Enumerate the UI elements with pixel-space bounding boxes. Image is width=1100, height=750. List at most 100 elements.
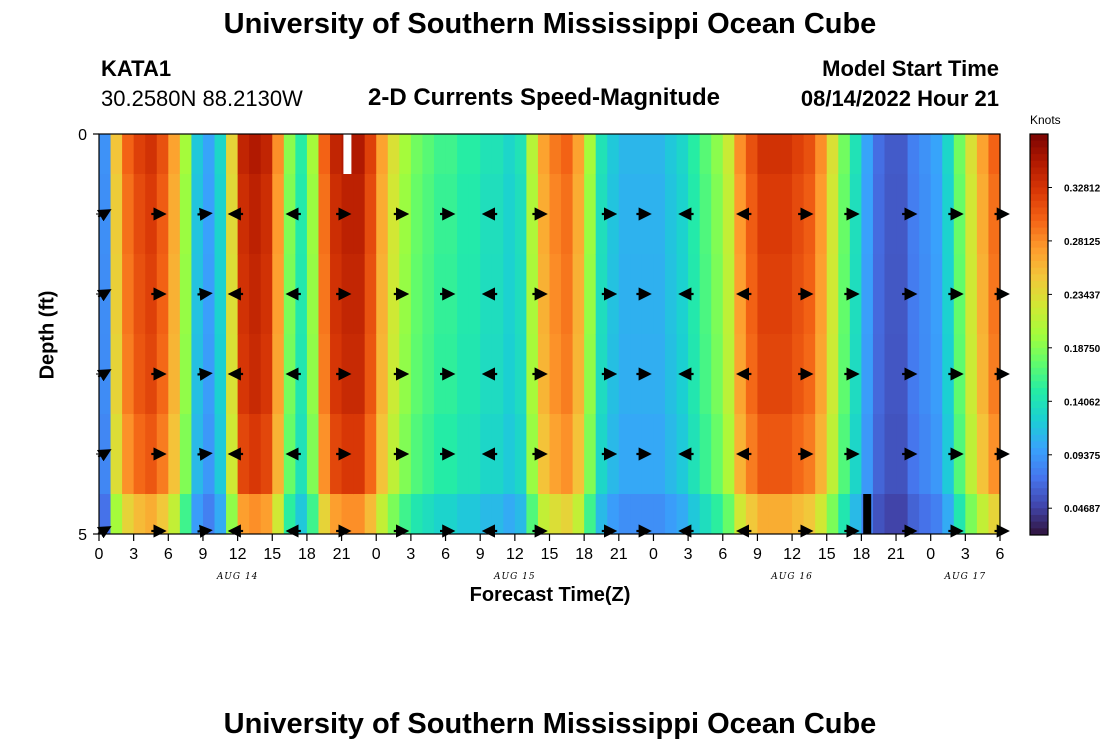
- heatmap-cell: [711, 334, 724, 415]
- heatmap-cell: [976, 174, 990, 255]
- heatmap-cell: [399, 134, 412, 175]
- heatmap-cell: [618, 174, 631, 255]
- heatmap-cell: [572, 134, 585, 175]
- heatmap-cell: [872, 334, 886, 415]
- colorbar-segment: [1030, 160, 1048, 168]
- colorbar-segment: [1030, 448, 1048, 456]
- x-tick-label: 0: [372, 546, 381, 563]
- heatmap-cell: [318, 174, 331, 255]
- heatmap-cell: [457, 134, 470, 175]
- colorbar-segment: [1030, 434, 1048, 442]
- heatmap-cell: [641, 134, 655, 175]
- heatmap-cell: [214, 334, 227, 415]
- heatmap-cell: [630, 494, 643, 535]
- heatmap-cell: [376, 254, 389, 335]
- footer-title: University of Southern Mississippi Ocean…: [223, 708, 877, 740]
- heatmap-cell: [503, 174, 516, 255]
- colorbar-segment: [1030, 180, 1048, 188]
- x-tick-label: 0: [926, 546, 935, 563]
- heatmap-cell: [237, 334, 250, 415]
- heatmap-cell: [872, 254, 886, 335]
- heatmap-cell: [295, 254, 308, 335]
- heatmap-cell: [122, 254, 135, 335]
- heatmap-cell: [526, 494, 539, 535]
- heatmap-cell: [202, 134, 216, 175]
- heatmap-cell: [376, 414, 389, 495]
- heatmap-cell: [688, 254, 701, 335]
- heatmap-cell: [433, 134, 447, 175]
- heatmap-cell: [688, 494, 701, 535]
- heatmap-cell: [133, 174, 146, 255]
- heatmap-cell: [353, 414, 366, 495]
- heatmap-cell: [872, 174, 886, 255]
- heatmap-cell: [595, 494, 608, 535]
- heatmap-cell: [156, 494, 169, 535]
- heatmap-cell: [965, 254, 978, 335]
- heatmap-cell: [884, 174, 897, 255]
- heatmap-cell: [722, 494, 735, 535]
- heatmap-cell: [237, 174, 250, 255]
- heatmap-cell: [734, 494, 747, 535]
- heatmap-cell: [410, 334, 424, 415]
- heatmap-cell: [353, 254, 366, 335]
- current-vectors: [96, 207, 1010, 539]
- heatmap-cell: [584, 494, 597, 535]
- x-tick-label: 6: [718, 546, 727, 563]
- x-tick-label: 21: [887, 546, 905, 563]
- heatmap-cell: [249, 174, 262, 255]
- heatmap-cell: [930, 134, 943, 175]
- heatmap-cell: [433, 494, 447, 535]
- heatmap-cell: [122, 134, 135, 175]
- heatmap-cell: [815, 254, 828, 335]
- heatmap-cell: [722, 334, 735, 415]
- colorbar-segment: [1030, 347, 1048, 356]
- heatmap-cell: [572, 174, 585, 255]
- heatmap-cell: [549, 174, 562, 255]
- heatmap-cell: [676, 494, 689, 535]
- heatmap-cell: [214, 414, 227, 495]
- heatmap-cell: [584, 134, 597, 175]
- heatmap-cell: [353, 334, 366, 415]
- colorbar-segment: [1030, 214, 1048, 222]
- model-start-value: 08/14/2022 Hour 21: [800, 86, 999, 111]
- heatmap-cell: [318, 334, 331, 415]
- heatmap-cell: [260, 254, 273, 335]
- heatmap-cell: [364, 494, 377, 535]
- heatmap-cell: [653, 254, 666, 335]
- colorbar-segment: [1030, 334, 1048, 342]
- x-tick-label: 3: [961, 546, 970, 563]
- heatmap-cell: [815, 494, 828, 535]
- colorbar-segment: [1030, 528, 1048, 536]
- heatmap-cell: [122, 174, 135, 255]
- colorbar-segment: [1030, 474, 1048, 483]
- heatmap-cell: [422, 414, 435, 495]
- heatmap-cell: [849, 134, 862, 175]
- colorbar-tick-label: 0.28125: [1064, 237, 1100, 248]
- heatmap-cell: [145, 174, 158, 255]
- heatmap-cell: [561, 134, 574, 175]
- heatmap-cell: [353, 174, 366, 255]
- x-tick-label: 6: [996, 546, 1005, 563]
- heatmap-cell: [549, 494, 562, 535]
- heatmap-cell: [757, 134, 770, 175]
- heatmap-cell: [930, 414, 943, 495]
- current-vector: [96, 526, 112, 539]
- heatmap-cell: [780, 134, 793, 175]
- heatmap-cell: [410, 174, 424, 255]
- heatmap-cell: [976, 414, 990, 495]
- colorbar-segment: [1030, 267, 1048, 275]
- heatmap-cell: [179, 174, 193, 255]
- heatmap-cell: [145, 494, 158, 535]
- heatmap-cell: [168, 254, 181, 335]
- heatmap-cell: [503, 414, 516, 495]
- current-vector: [96, 209, 112, 222]
- heatmap-cell: [653, 174, 666, 255]
- heatmap-cell: [930, 254, 943, 335]
- colorbar-segment: [1030, 207, 1048, 215]
- heatmap-cell: [306, 134, 320, 175]
- heatmap-cell: [688, 174, 701, 255]
- heatmap-cell: [179, 254, 193, 335]
- model-start-label: Model Start Time: [822, 56, 999, 81]
- heatmap-cell: [133, 134, 146, 175]
- heatmap-cell: [480, 134, 493, 175]
